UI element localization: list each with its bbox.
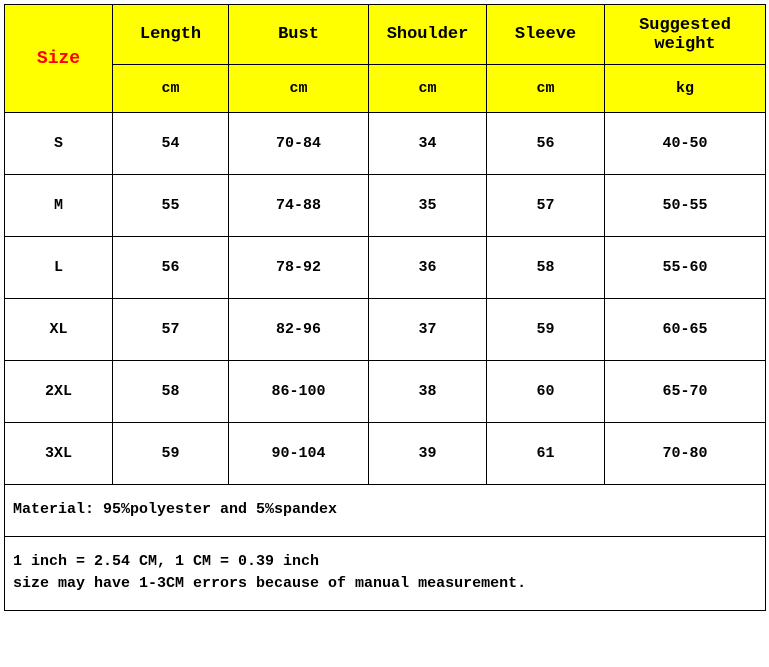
size-header: Size [5, 5, 113, 113]
cell-weight: 60-65 [605, 299, 766, 361]
cell-shoulder: 37 [369, 299, 487, 361]
cell-length: 54 [113, 113, 229, 175]
cell-bust: 74-88 [229, 175, 369, 237]
cell-size: S [5, 113, 113, 175]
table-row: XL 57 82-96 37 59 60-65 [5, 299, 766, 361]
cell-length: 58 [113, 361, 229, 423]
cell-length: 57 [113, 299, 229, 361]
cell-weight: 55-60 [605, 237, 766, 299]
table-row: 2XL 58 86-100 38 60 65-70 [5, 361, 766, 423]
conversion-note: 1 inch = 2.54 CM, 1 CM = 0.39 inch size … [5, 536, 766, 610]
cell-weight: 65-70 [605, 361, 766, 423]
unit-shoulder: cm [369, 65, 487, 113]
cell-bust: 78-92 [229, 237, 369, 299]
cell-shoulder: 34 [369, 113, 487, 175]
cell-sleeve: 59 [487, 299, 605, 361]
cell-shoulder: 36 [369, 237, 487, 299]
table-row: L 56 78-92 36 58 55-60 [5, 237, 766, 299]
column-header-bust: Bust [229, 5, 369, 65]
column-header-weight: Suggested weight [605, 5, 766, 65]
column-header-length: Length [113, 5, 229, 65]
cell-size: XL [5, 299, 113, 361]
size-chart-table: Size Length Bust Shoulder Sleeve Suggest… [4, 4, 766, 611]
cell-sleeve: 60 [487, 361, 605, 423]
cell-shoulder: 38 [369, 361, 487, 423]
cell-length: 59 [113, 423, 229, 485]
cell-bust: 90-104 [229, 423, 369, 485]
unit-sleeve: cm [487, 65, 605, 113]
cell-sleeve: 56 [487, 113, 605, 175]
cell-length: 55 [113, 175, 229, 237]
material-note-row: Material: 95%polyester and 5%spandex [5, 485, 766, 537]
cell-size: 3XL [5, 423, 113, 485]
cell-length: 56 [113, 237, 229, 299]
cell-shoulder: 39 [369, 423, 487, 485]
cell-size: L [5, 237, 113, 299]
table-row: 3XL 59 90-104 39 61 70-80 [5, 423, 766, 485]
cell-weight: 50-55 [605, 175, 766, 237]
error-line: size may have 1-3CM errors because of ma… [13, 575, 526, 592]
unit-length: cm [113, 65, 229, 113]
conversion-note-row: 1 inch = 2.54 CM, 1 CM = 0.39 inch size … [5, 536, 766, 610]
table-row: M 55 74-88 35 57 50-55 [5, 175, 766, 237]
cell-bust: 86-100 [229, 361, 369, 423]
header-unit-row: cm cm cm cm kg [5, 65, 766, 113]
cell-size: M [5, 175, 113, 237]
table-row: S 54 70-84 34 56 40-50 [5, 113, 766, 175]
cell-shoulder: 35 [369, 175, 487, 237]
unit-weight: kg [605, 65, 766, 113]
header-title-row: Size Length Bust Shoulder Sleeve Suggest… [5, 5, 766, 65]
cell-weight: 40-50 [605, 113, 766, 175]
cell-size: 2XL [5, 361, 113, 423]
unit-bust: cm [229, 65, 369, 113]
material-note: Material: 95%polyester and 5%spandex [5, 485, 766, 537]
cell-weight: 70-80 [605, 423, 766, 485]
cell-bust: 70-84 [229, 113, 369, 175]
cell-bust: 82-96 [229, 299, 369, 361]
conversion-line: 1 inch = 2.54 CM, 1 CM = 0.39 inch [13, 553, 319, 570]
column-header-shoulder: Shoulder [369, 5, 487, 65]
cell-sleeve: 61 [487, 423, 605, 485]
cell-sleeve: 57 [487, 175, 605, 237]
column-header-sleeve: Sleeve [487, 5, 605, 65]
cell-sleeve: 58 [487, 237, 605, 299]
